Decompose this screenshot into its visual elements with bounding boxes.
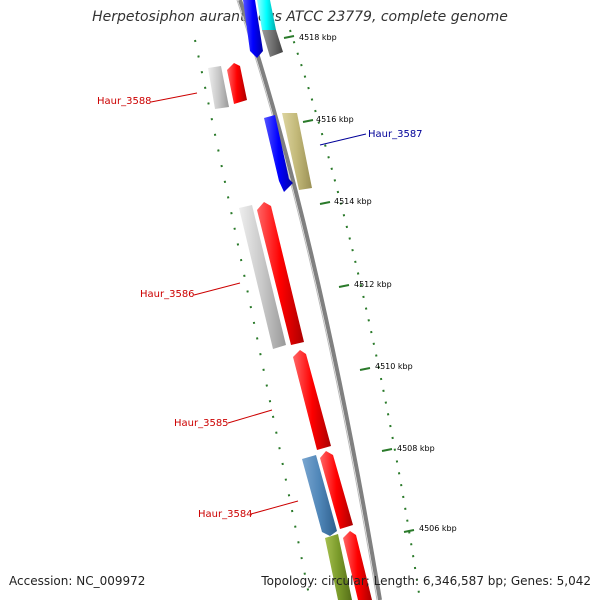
gene-red-3588 (227, 63, 247, 104)
tick-mark-4506 (403, 529, 415, 533)
tick-label-4514: 4514 kbp (334, 197, 372, 206)
leader-haur-3586 (193, 282, 241, 296)
leader-haur-3584 (250, 500, 299, 515)
gene-red-3585 (293, 350, 331, 450)
gene-grey-3586 (239, 205, 286, 349)
genome-backbone-highlight (236, 0, 378, 600)
accession-text: Accession: NC_009972 (9, 574, 146, 588)
gene-darkgrey-top (262, 30, 283, 57)
tick-label-4508: 4508 kbp (397, 444, 435, 453)
tick-mark-4512 (338, 284, 350, 288)
gene-blue-top (243, 0, 263, 58)
genome-backbone (238, 0, 382, 600)
tick-mark-4516 (302, 119, 314, 123)
tick-mark-4510 (359, 367, 371, 371)
gene-grey-small (208, 66, 229, 109)
leader-haur-3585 (227, 409, 273, 424)
gene-red-3586 (257, 202, 304, 345)
gene-blue-3587 (264, 115, 293, 192)
tick-marks (283, 35, 415, 533)
leader-haur-3587 (319, 133, 367, 146)
map-title: Herpetosiphon aurantiacus ATCC 23779, co… (92, 9, 508, 25)
gene-label-haur-3586[interactable]: Haur_3586 (140, 289, 195, 300)
leader-haur-3588 (150, 92, 198, 103)
tick-mark-4518 (283, 35, 295, 39)
tick-label-4518: 4518 kbp (299, 33, 337, 42)
gene-label-haur-3585[interactable]: Haur_3585 (174, 418, 229, 429)
tick-label-4510: 4510 kbp (375, 362, 413, 371)
tick-mark-4514 (319, 201, 331, 205)
tick-label-4512: 4512 kbp (354, 280, 392, 289)
gene-red-3584 (320, 451, 353, 529)
genome-summary-text: Topology: circular; Length: 6,346,587 bp… (261, 574, 591, 588)
tick-mark-4508 (381, 448, 393, 452)
gene-cyan-top (257, 0, 276, 38)
gene-steel-3584 (302, 455, 337, 536)
tick-label-4516: 4516 kbp (316, 115, 354, 124)
gene-green-bottom (325, 534, 352, 600)
gene-label-haur-3588[interactable]: Haur_3588 (97, 96, 152, 107)
gene-label-haur-3587[interactable]: Haur_3587 (368, 129, 423, 140)
tick-label-4506: 4506 kbp (419, 524, 457, 533)
gene-red-bottom (343, 531, 372, 600)
gene-olive-3587 (282, 113, 312, 190)
tick-track (289, 29, 421, 600)
gene-label-haur-3584[interactable]: Haur_3584 (198, 509, 253, 520)
